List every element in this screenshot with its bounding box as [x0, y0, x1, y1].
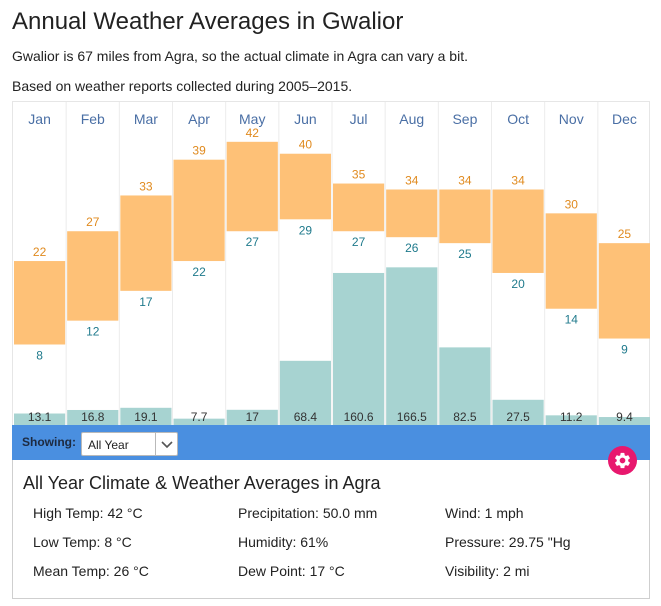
- temperature-bar: [386, 189, 438, 238]
- low-temp-label: 26: [405, 241, 419, 255]
- precipitation-bar: [120, 407, 172, 426]
- month-label: Dec: [612, 111, 637, 127]
- high-temp-label: 27: [86, 215, 100, 229]
- precipitation-label: 17: [246, 410, 260, 424]
- chevron-down-icon: [161, 441, 173, 449]
- temperature-bar: [439, 189, 491, 244]
- precipitation-bar: [173, 418, 225, 426]
- precipitation-label: 27.5: [506, 410, 530, 424]
- month-label: May: [239, 111, 265, 127]
- low-temp-label: 22: [192, 265, 206, 279]
- high-temp-label: 35: [352, 168, 366, 182]
- low-temp-label: 14: [565, 313, 579, 327]
- precipitation-label: 19.1: [134, 410, 158, 424]
- month-label: Oct: [507, 111, 529, 127]
- temperature-bar: [173, 159, 225, 262]
- precipitation-bar: [67, 409, 119, 426]
- month-label: Jun: [294, 111, 317, 127]
- stat-humidity: Humidity: 61%: [238, 534, 329, 550]
- temperature-bar: [226, 141, 278, 232]
- high-temp-label: 33: [139, 179, 153, 193]
- high-temp-label: 22: [33, 245, 47, 259]
- month-label: Feb: [81, 111, 105, 127]
- temperature-bar: [598, 243, 650, 339]
- precipitation-label: 166.5: [397, 410, 427, 424]
- precipitation-bar: [386, 267, 438, 426]
- stat-wind: Wind: 1 mph: [445, 505, 524, 521]
- low-temp-label: 17: [139, 295, 153, 309]
- high-temp-label: 30: [565, 197, 579, 211]
- precipitation-bar: [545, 415, 597, 426]
- low-temp-label: 9: [621, 343, 628, 357]
- weather-chart-svg: Jan 22 8 13.1 Feb 27 12 16.8 Mar 33 17 19.1 Apr 39 22 7…: [14, 102, 650, 426]
- month-label: Nov: [559, 111, 584, 127]
- low-temp-label: 8: [36, 349, 43, 363]
- weather-chart: Jan 22 8 13.1 Feb 27 12 16.8 Mar 33 17 19.1 Apr 39 22 7…: [12, 101, 650, 426]
- low-temp-label: 20: [511, 277, 525, 291]
- month-label: Sep: [452, 111, 477, 127]
- showing-bar: Showing: All Year: [12, 425, 650, 460]
- temperature-bar: [545, 213, 597, 309]
- showing-label: Showing:: [22, 435, 76, 449]
- high-temp-label: 40: [299, 138, 313, 152]
- high-temp-label: 25: [618, 227, 632, 241]
- temperature-bar: [333, 183, 385, 232]
- precipitation-label: 13.1: [28, 410, 52, 424]
- low-temp-label: 25: [458, 247, 472, 261]
- stat-dew-point: Dew Point: 17 °C: [238, 563, 345, 579]
- month-label: Jul: [350, 111, 368, 127]
- high-temp-label: 34: [511, 174, 525, 188]
- stat-precipitation: Precipitation: 50.0 mm: [238, 505, 378, 521]
- high-temp-label: 42: [246, 126, 260, 140]
- month-label: Aug: [399, 111, 424, 127]
- period-select[interactable]: All Year: [81, 432, 178, 456]
- stat-pressure: Pressure: 29.75 "Hg: [445, 534, 571, 550]
- high-temp-label: 39: [192, 144, 206, 158]
- stat-high-temp: High Temp: 42 °C: [33, 505, 143, 521]
- precipitation-bar: [14, 413, 66, 426]
- high-temp-label: 34: [458, 174, 472, 188]
- summary-panel: All Year Climate & Weather Averages in A…: [12, 460, 650, 599]
- precipitation-bar: [333, 272, 385, 426]
- precipitation-bar: [598, 417, 650, 426]
- stat-mean-temp: Mean Temp: 26 °C: [33, 563, 149, 579]
- period-select-value: All Year: [88, 438, 129, 452]
- precipitation-bar: [226, 409, 278, 426]
- high-temp-label: 34: [405, 174, 419, 188]
- temperature-bar: [120, 195, 172, 291]
- low-temp-label: 12: [86, 325, 100, 339]
- intro-distance-text: Gwalior is 67 miles from Agra, so the ac…: [12, 48, 468, 64]
- month-label: Apr: [188, 111, 210, 127]
- precipitation-bar: [492, 399, 544, 426]
- temperature-bar: [14, 261, 66, 345]
- month-label: Mar: [134, 111, 158, 127]
- settings-button[interactable]: [608, 446, 637, 475]
- temperature-bar: [492, 189, 544, 273]
- temperature-bar: [279, 153, 331, 220]
- precipitation-label: 160.6: [344, 410, 374, 424]
- select-divider: [155, 433, 156, 455]
- precipitation-bar: [279, 360, 331, 426]
- precipitation-bar: [439, 347, 491, 426]
- precipitation-label: 11.2: [560, 410, 583, 424]
- low-temp-label: 29: [299, 223, 313, 237]
- precipitation-label: 68.4: [294, 410, 318, 424]
- stat-low-temp: Low Temp: 8 °C: [33, 534, 132, 550]
- precipitation-label: 16.8: [81, 410, 105, 424]
- precipitation-label: 7.7: [191, 410, 208, 424]
- gear-icon: [615, 452, 630, 469]
- summary-title: All Year Climate & Weather Averages in A…: [23, 473, 381, 493]
- intro-period-text: Based on weather reports collected durin…: [12, 78, 353, 94]
- page-title: Annual Weather Averages in Gwalior: [12, 8, 404, 35]
- low-temp-label: 27: [352, 235, 366, 249]
- low-temp-label: 27: [246, 235, 260, 249]
- stat-visibility: Visibility: 2 mi: [445, 563, 530, 579]
- temperature-bar: [67, 231, 119, 321]
- precipitation-label: 82.5: [453, 410, 477, 424]
- precipitation-label: 9.4: [616, 410, 633, 424]
- month-label: Jan: [28, 111, 51, 127]
